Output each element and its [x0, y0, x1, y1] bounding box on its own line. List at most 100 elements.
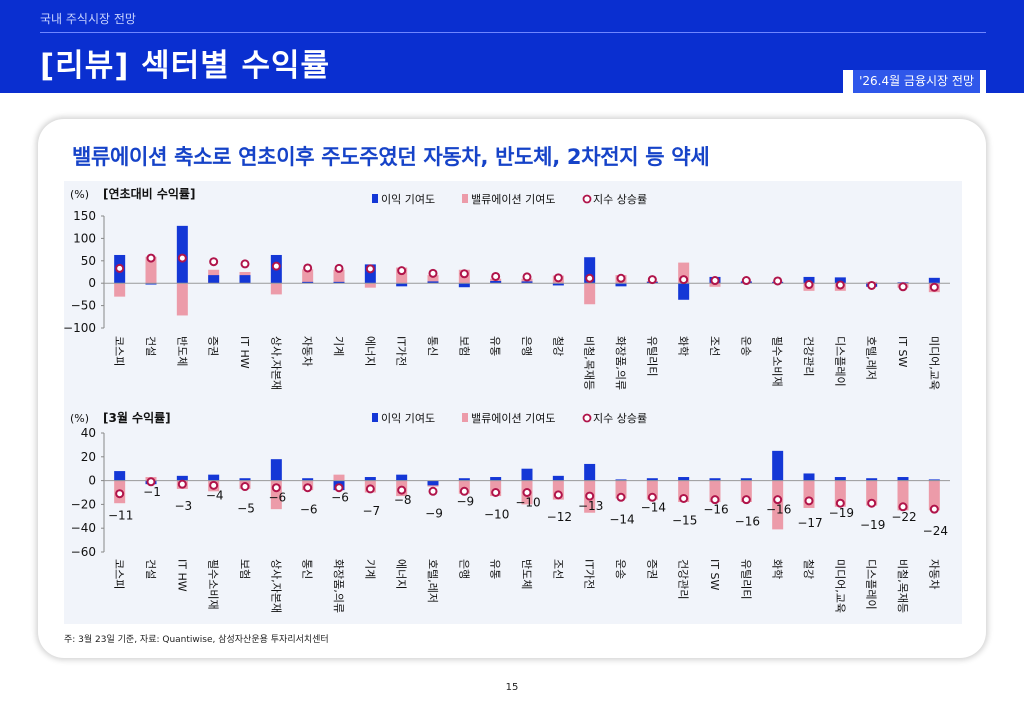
x-tick-label-1-19: IT SW: [708, 559, 721, 590]
point-index-0-18: [679, 275, 689, 285]
x-tick-label-0-22: 건강관리: [802, 336, 815, 376]
card-headline: 밸류에이션 축소로 연초이후 주도주였던 자동차, 반도체, 2차전지 등 약세: [72, 145, 710, 169]
bar-valuation-0-8: [364, 283, 376, 288]
bar-earnings-0-13: [521, 281, 533, 284]
x-tick-label-0-2: 반도체: [175, 336, 188, 366]
bar-valuation-1-16: [615, 480, 627, 499]
header-bar: 국내 주식시장 전망 [리뷰] 섹터별 수익률 '26.4월 금융시장 전망: [0, 0, 1024, 94]
x-tick-label-1-6: 통신: [301, 559, 314, 579]
x-tick-label-0-19: 조선: [708, 336, 721, 356]
x-tick-label-0-14: 철강: [551, 336, 564, 356]
bar-earnings-1-21: [772, 450, 784, 481]
bar-earnings-0-16: [615, 283, 627, 287]
point-index-0-21: [773, 276, 783, 286]
point-label-1-6: −6: [300, 503, 318, 517]
point-index-1-23: [835, 498, 845, 508]
point-index-1-8: [365, 484, 375, 494]
point-label-1-20: −16: [735, 515, 760, 529]
point-index-1-25: [898, 502, 908, 512]
bar-earnings-1-26: [928, 479, 940, 481]
bar-valuation-0-6: [302, 269, 314, 284]
point-label-1-4: −5: [237, 502, 255, 516]
bar-earnings-0-7: [333, 281, 345, 284]
bar-earnings-0-18: [678, 283, 690, 300]
point-label-1-24: −19: [860, 518, 885, 532]
point-label-1-12: −10: [484, 508, 509, 522]
y-tick-label-1: −60: [71, 545, 96, 559]
point-index-0-11: [459, 269, 469, 279]
bar-earnings-1-8: [364, 477, 376, 481]
bar-valuation-1-19: [709, 480, 721, 503]
page-number: 15: [505, 682, 519, 693]
point-index-1-22: [804, 496, 814, 506]
bar-earnings-1-2: [176, 475, 188, 481]
x-tick-label-1-17: 증권: [645, 559, 658, 579]
x-tick-label-1-25: 비철,목재등: [896, 559, 909, 613]
point-label-1-11: −9: [456, 494, 474, 508]
legend-label-1-0: 이익 기여도: [381, 412, 435, 425]
x-tick-label-1-1: 건설: [144, 559, 157, 579]
x-tick-label-1-26: 자동차: [927, 559, 940, 589]
bar-earnings-0-12: [490, 280, 502, 284]
bar-earnings-1-5: [270, 459, 282, 481]
point-index-0-14: [553, 273, 563, 283]
point-index-0-15: [585, 273, 595, 283]
y-tick-label-0: 50: [81, 254, 96, 268]
x-tick-label-0-11: 보험: [457, 336, 470, 356]
point-index-1-6: [303, 483, 313, 493]
x-tick-label-1-18: 건강관리: [677, 559, 690, 599]
bar-earnings-1-12: [490, 477, 502, 481]
point-label-1-25: −22: [891, 510, 916, 524]
x-tick-label-1-11: 은행: [457, 559, 470, 579]
bar-valuation-1-5: [270, 480, 282, 510]
chart-panel: [64, 181, 962, 624]
point-label-1-14: −12: [547, 510, 572, 524]
point-index-0-25: [898, 282, 908, 292]
point-label-1-16: −14: [609, 512, 634, 526]
x-tick-label-1-23: 미디어,교육: [833, 559, 846, 613]
point-label-1-3: −4: [206, 488, 224, 502]
x-tick-label-1-22: 철강: [802, 559, 815, 579]
y-tick-label-0: −50: [71, 299, 96, 313]
bar-valuation-0-15: [584, 283, 596, 305]
bar-earnings-1-15: [584, 463, 596, 481]
point-index-0-7: [334, 263, 344, 273]
page-title: [리뷰] 섹터별 수익률: [40, 48, 331, 84]
bar-valuation-1-14: [552, 480, 564, 500]
point-index-0-26: [929, 282, 939, 292]
point-index-1-16: [616, 492, 626, 502]
y-tick-label-1: 20: [81, 450, 96, 464]
x-tick-label-0-7: 기계: [332, 336, 345, 356]
x-tick-label-1-20: 유틸리티: [739, 559, 752, 599]
x-tick-label-1-13: 반도체: [520, 559, 533, 589]
y-tick-label-0: 150: [73, 209, 96, 223]
point-label-1-22: −17: [797, 516, 822, 530]
point-index-0-3: [209, 257, 219, 267]
x-tick-label-1-2: IT HW: [175, 559, 188, 592]
point-label-1-13: −10: [515, 496, 540, 510]
point-index-1-0: [115, 489, 125, 499]
bar-earnings-1-14: [552, 475, 564, 481]
bar-valuation-0-7: [333, 269, 345, 284]
x-tick-label-0-15: 비철,목재등: [583, 336, 596, 390]
y-tick-label-0: 0: [88, 276, 96, 290]
point-index-1-11: [459, 486, 469, 496]
x-tick-label-0-0: 코스피: [113, 336, 126, 366]
x-tick-label-0-5: 상사,자본재: [269, 336, 282, 390]
x-tick-label-1-3: 필수소비재: [207, 559, 220, 610]
x-tick-label-0-18: 화학: [677, 336, 690, 356]
point-label-1-23: −19: [829, 506, 854, 520]
x-tick-label-0-4: IT HW: [238, 336, 251, 369]
bar-earnings-0-8: [364, 264, 376, 284]
bar-earnings-1-10: [427, 480, 439, 486]
point-label-1-0: −11: [108, 509, 133, 523]
point-index-0-23: [835, 280, 845, 290]
point-index-0-20: [741, 276, 751, 286]
bar-earnings-1-19: [709, 478, 721, 481]
legend-swatch-valuation-0: [462, 194, 468, 203]
x-tick-label-0-10: 통신: [426, 336, 439, 356]
x-tick-label-1-8: 기계: [363, 559, 376, 579]
section-label: 국내 주식시장 전망: [40, 12, 136, 26]
bar-earnings-0-10: [427, 281, 439, 284]
bar-earnings-1-0: [114, 471, 126, 481]
